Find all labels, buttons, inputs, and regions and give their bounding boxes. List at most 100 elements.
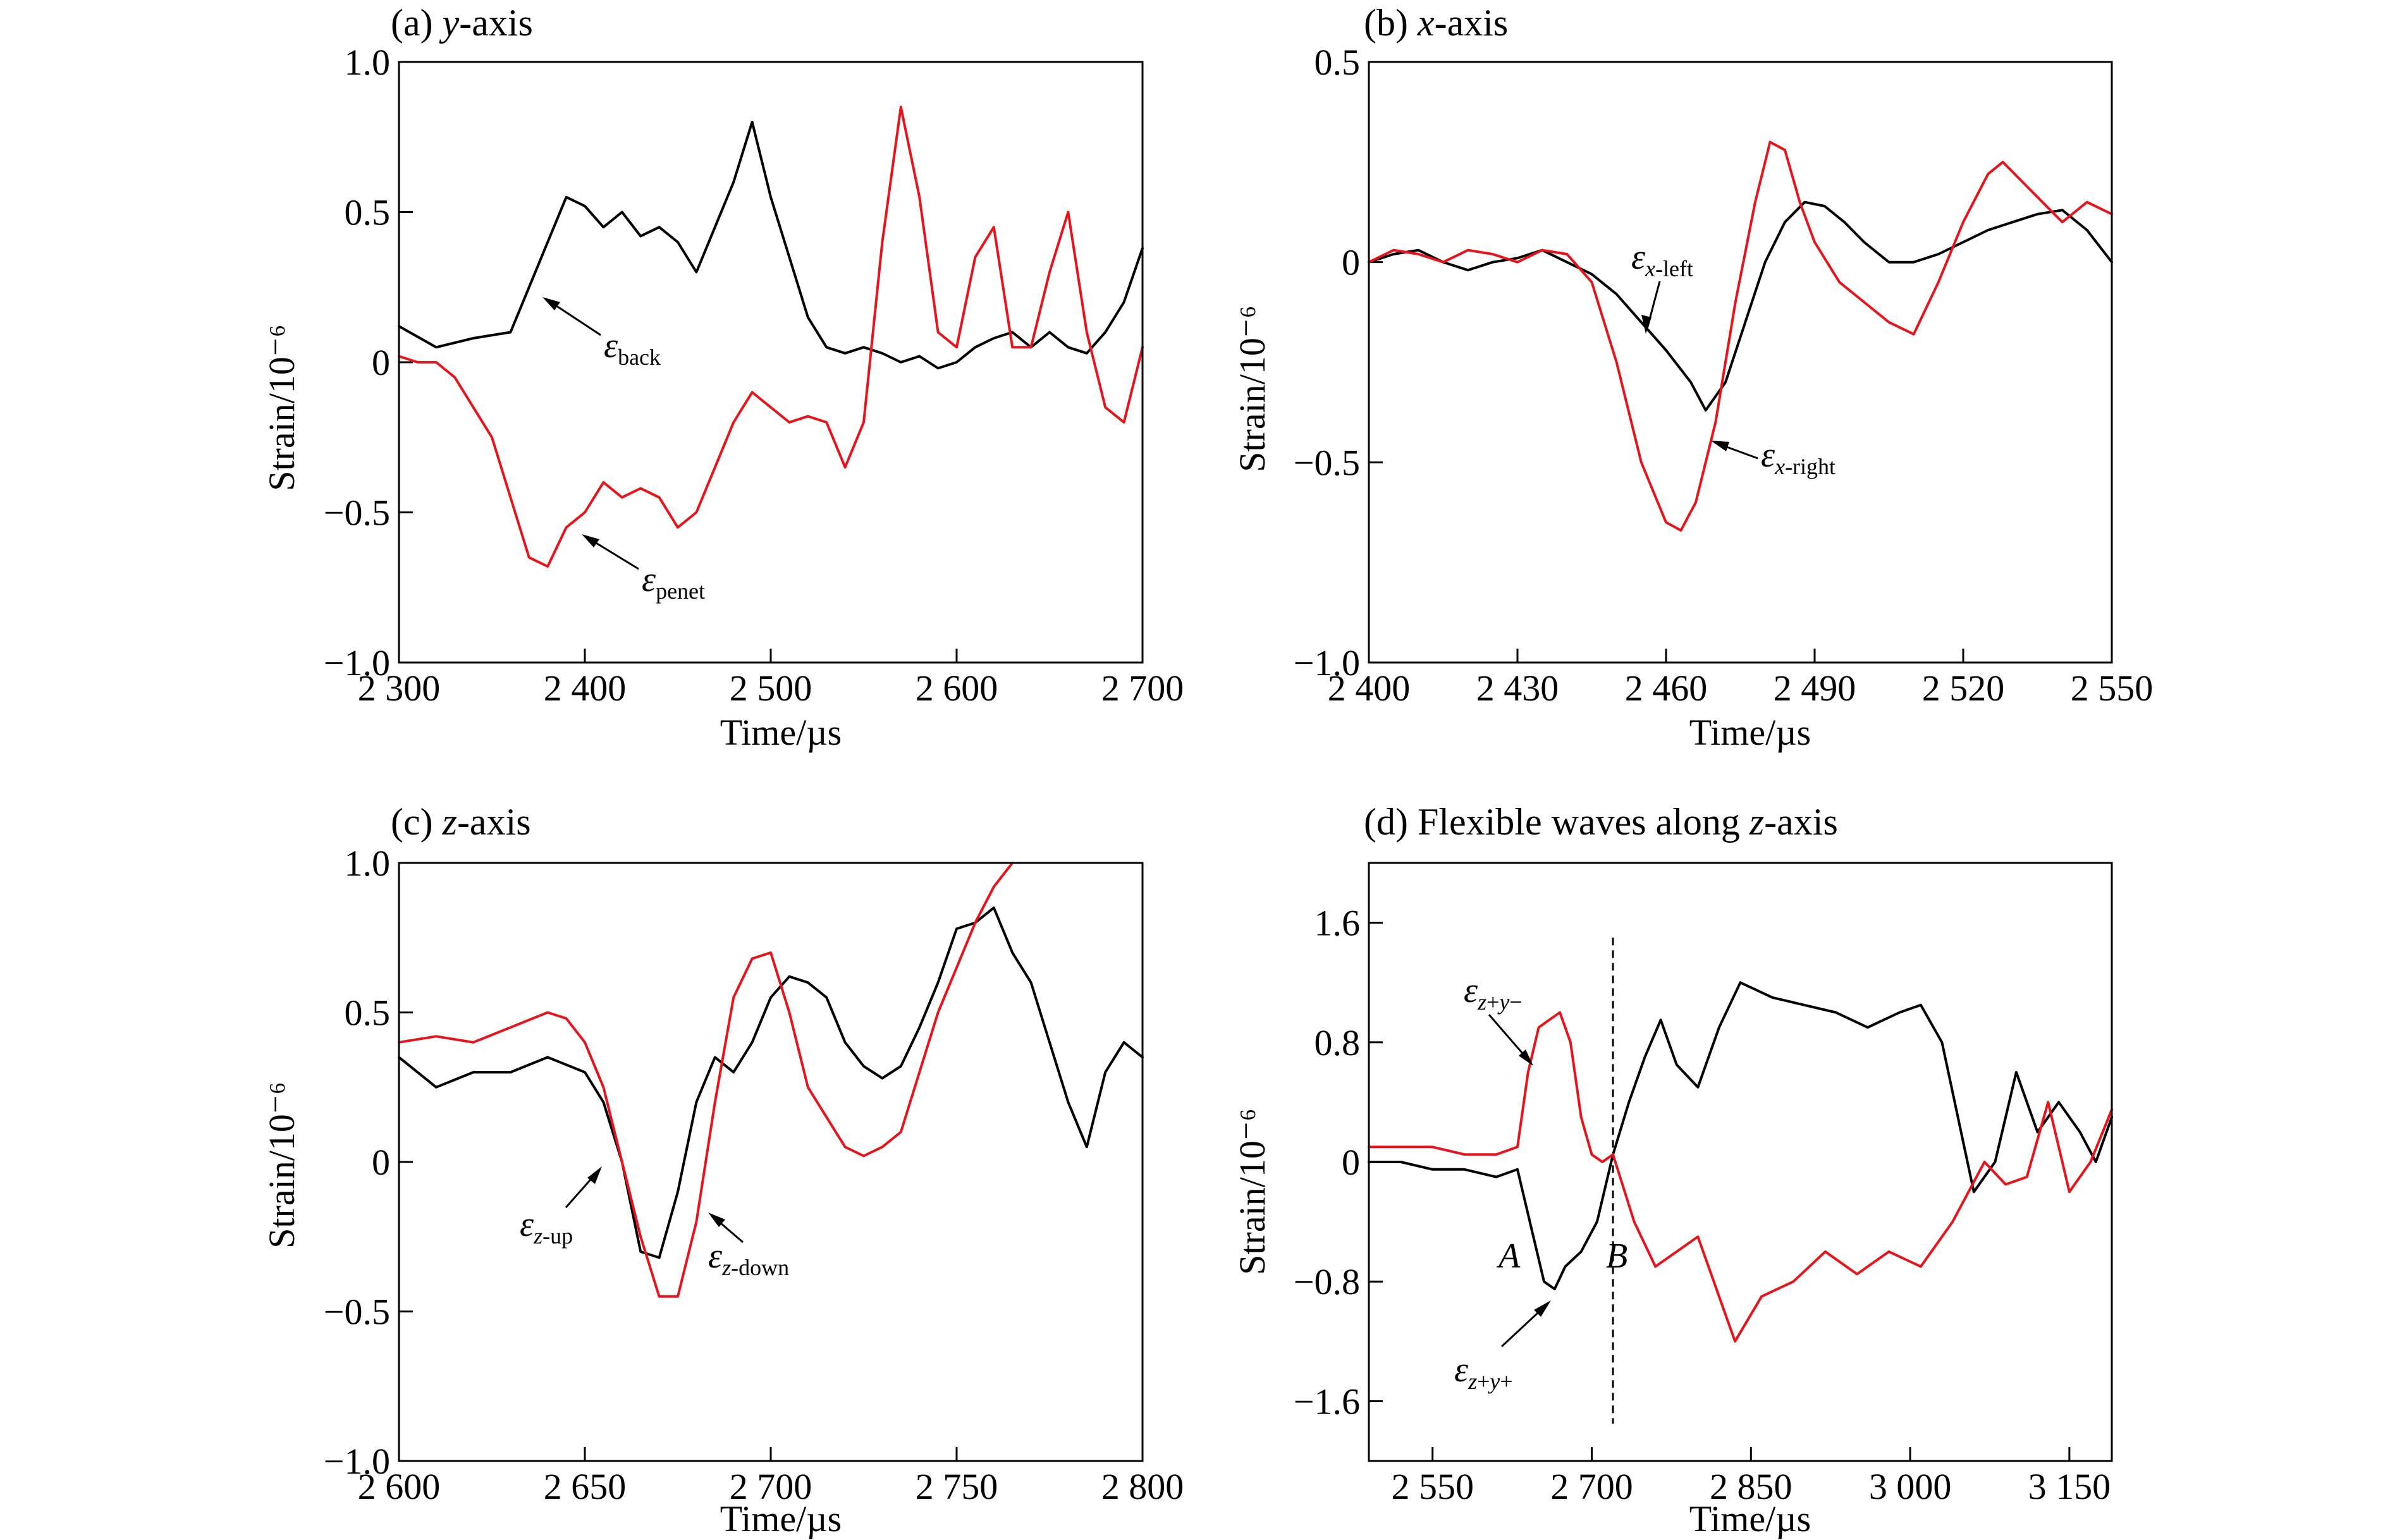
x-axis-label: Time/µs: [720, 1498, 842, 1539]
y-tick-label: 0.5: [1314, 42, 1361, 83]
y-axis-label: Strain/10⁻⁶: [261, 324, 302, 491]
annotation-label: εx-left: [1631, 238, 1693, 281]
arrowhead: [1641, 315, 1652, 334]
arrowhead: [1711, 441, 1729, 451]
panel-title: (c) z-axis: [391, 801, 531, 843]
y-tick-label: −0.5: [324, 492, 390, 534]
y-tick-label: 1.0: [345, 843, 391, 884]
panel-c: (c) z-axis Strain/10⁻⁶ Time/µs 2 600 2 65…: [261, 801, 1184, 1539]
x-tick-label: 2 550: [1391, 1466, 1474, 1507]
y-tick-label: 0: [1342, 1142, 1360, 1183]
annotation-label: εz-up: [520, 1205, 573, 1249]
y-tick-label: 0: [372, 1142, 390, 1183]
x-tick-label: 2 460: [1625, 668, 1708, 709]
annotation-z-up: εz-up: [520, 1166, 602, 1249]
x-tick-label: 2 550: [2071, 668, 2154, 709]
series-line-z-y-: [1368, 1011, 2113, 1343]
annotation-label: εz+y+: [1454, 1350, 1513, 1394]
series-line-z-up: [398, 906, 1144, 1259]
plot-frame: [398, 61, 1144, 664]
x-tick-label: 2 500: [730, 668, 812, 709]
series-line-back: [398, 121, 1144, 370]
y-axis-label: Strain/10⁻⁶: [1232, 1108, 1273, 1275]
annotation-label: εz+y−: [1464, 971, 1523, 1015]
ticks: 2 600 2 650 2 700 2 750 2 800 −1.0 −0.5 0 0.5 1.0: [324, 843, 1184, 1507]
y-tick-label: −0.8: [1294, 1261, 1360, 1302]
x-tick-label: 2 600: [916, 668, 998, 709]
plot-frame: [1368, 862, 2113, 1462]
y-tick-label: 0.5: [345, 192, 391, 233]
x-axis-label: Time/µs: [1689, 1498, 1811, 1539]
x-tick-label: 2 850: [1710, 1466, 1793, 1507]
panel-b: (b) x-axis Strain/10⁻⁶ Time/µs 2 400 2 43…: [1232, 2, 2153, 753]
y-axis-label: Strain/10⁻⁶: [261, 1082, 302, 1249]
x-tick-label: 2 430: [1476, 668, 1559, 709]
x-tick-label: 2 400: [544, 668, 627, 709]
annotation-label: εpenet: [642, 560, 705, 604]
y-tick-label: −1.0: [324, 642, 390, 683]
y-tick-label: 0.8: [1314, 1022, 1361, 1063]
panel-title: (d) Flexible waves along z-axis: [1364, 801, 1838, 843]
y-tick-label: 0.5: [345, 993, 391, 1034]
annotation-z-down: εz-down: [708, 1213, 789, 1280]
x-tick-label: 2 700: [730, 1466, 812, 1507]
arrowhead: [1519, 1049, 1533, 1066]
panel-title: (a) y-axis: [391, 2, 533, 44]
plot-frame: [398, 862, 1144, 1462]
x-tick-label: 2 520: [1922, 668, 2005, 709]
y-tick-label: 0: [1342, 242, 1360, 283]
annotation-x-right: εx-right: [1711, 436, 1835, 479]
arrowhead: [587, 1166, 602, 1184]
arrowhead: [582, 534, 599, 547]
panel-d: (d) Flexible waves along z-axis Strain/1…: [1232, 801, 2113, 1539]
series-line-z-y-: [1368, 981, 2113, 1290]
series-line-z-down: [398, 862, 1014, 1298]
arrowhead: [1534, 1300, 1551, 1317]
arrowhead: [542, 297, 560, 310]
y-tick-label: −1.0: [324, 1441, 390, 1482]
ticks: 2 550 2 700 2 850 3 000 3 150 −1.6 −0.8 0 0.8 1.6: [1294, 903, 2111, 1507]
ticks: 2 300 2 400 2 500 2 600 2 700 −1.0 −0.5 0 0.5 1.0: [324, 42, 1184, 709]
x-tick-label: 3 150: [2028, 1466, 2111, 1507]
point-label-B: B: [1606, 1237, 1627, 1276]
y-tick-label: 1.6: [1314, 903, 1361, 944]
series-lines: [398, 106, 1144, 568]
y-tick-label: −0.5: [324, 1292, 390, 1333]
y-tick-label: −0.5: [1294, 442, 1360, 483]
annotation-x-left: εx-left: [1631, 238, 1693, 334]
x-tick-label: 2 600: [358, 1466, 441, 1507]
annotation-z-plus-y-minus: εz+y−: [1464, 971, 1533, 1066]
y-axis-label: Strain/10⁻⁶: [1232, 305, 1273, 472]
series-lines: [398, 862, 1144, 1298]
ticks: 2 400 2 430 2 460 2 490 2 520 2 550 −1.0 −0.5 0 0…: [1294, 42, 2153, 709]
annotation-label: εx-right: [1761, 436, 1835, 479]
series-lines: [1368, 140, 2113, 532]
panel-a: (a) y-axis Strain/10⁻⁶ Time/µs 2 300 2 40…: [261, 2, 1184, 753]
x-tick-label: 2 800: [1101, 1466, 1184, 1507]
x-axis-label: Time/µs: [1689, 712, 1811, 753]
series-line-x-right: [1368, 140, 2113, 532]
x-tick-label: 3 000: [1869, 1466, 1952, 1507]
y-tick-label: −1.6: [1294, 1381, 1360, 1422]
plot-frame: [1368, 61, 2113, 664]
x-tick-label: 2 300: [358, 668, 441, 709]
annotation-back: εback: [542, 297, 661, 370]
annotation-label: εback: [604, 326, 661, 370]
point-label-A: A: [1496, 1237, 1521, 1276]
annotation-label: εz-down: [708, 1237, 789, 1280]
series-line-x-left: [1368, 200, 2113, 412]
x-tick-label: 2 650: [544, 1466, 627, 1507]
x-axis-label: Time/µs: [720, 712, 842, 753]
annotation-penet: εpenet: [582, 534, 705, 604]
x-tick-label: 2 700: [1550, 1466, 1633, 1507]
x-tick-label: 2 490: [1774, 668, 1856, 709]
y-tick-label: 1.0: [345, 42, 391, 83]
panel-title: (b) x-axis: [1364, 2, 1508, 44]
x-tick-label: 2 700: [1101, 668, 1184, 709]
arrowhead: [708, 1213, 725, 1227]
series-line-penet: [398, 106, 1144, 568]
x-tick-label: 2 400: [1328, 668, 1411, 709]
x-tick-label: 2 750: [916, 1466, 998, 1507]
y-tick-label: 0: [372, 342, 390, 383]
